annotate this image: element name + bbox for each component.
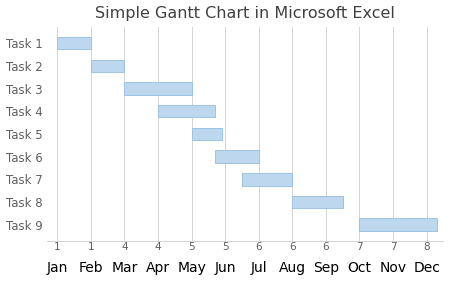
- Title: Simple Gantt Chart in Microsoft Excel: Simple Gantt Chart in Microsoft Excel: [95, 6, 395, 21]
- Bar: [360, 219, 437, 231]
- Bar: [215, 150, 259, 163]
- Bar: [292, 196, 343, 208]
- Bar: [158, 105, 215, 117]
- Bar: [192, 128, 222, 140]
- Bar: [124, 82, 192, 95]
- Bar: [242, 173, 292, 185]
- Bar: [91, 60, 124, 72]
- Bar: [57, 37, 91, 49]
